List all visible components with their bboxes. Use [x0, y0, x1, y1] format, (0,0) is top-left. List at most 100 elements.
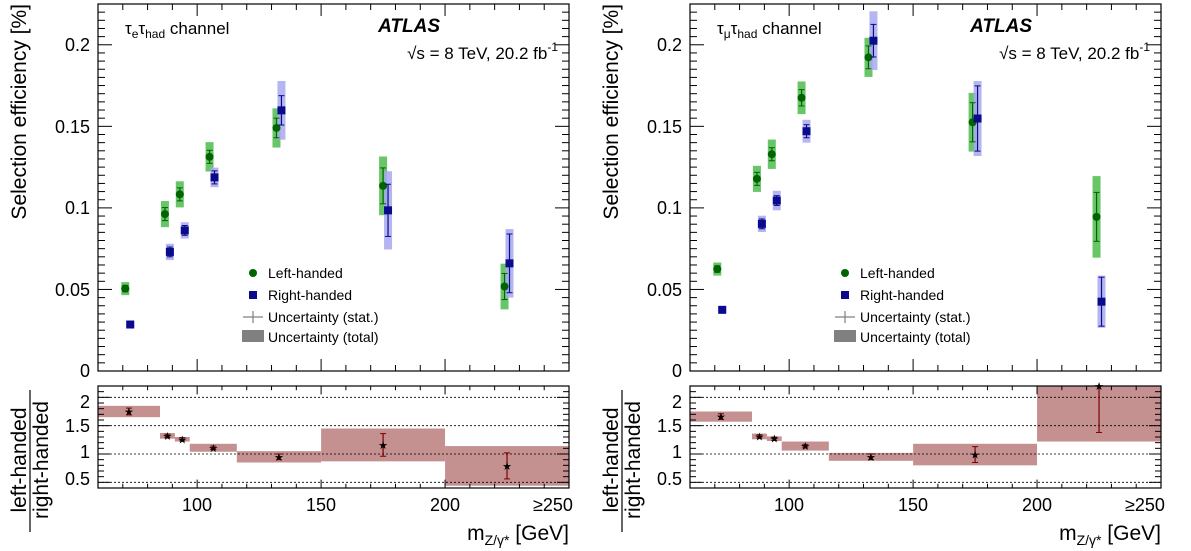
x-tick-label: 100	[182, 495, 212, 515]
ratio-y-tick-label: 0.5	[65, 469, 90, 489]
legend-label: Uncertainty (stat.)	[268, 309, 378, 325]
channel-label: τμτhad channel	[717, 19, 822, 41]
legend-label: Uncertainty (total)	[860, 329, 970, 345]
y-tick-label: 0.05	[647, 280, 682, 300]
ratio-point: ★	[378, 440, 388, 452]
energy-luminosity-label: √s = 8 TeV, 20.2 fb-1	[407, 40, 558, 63]
ratio-point: ★	[800, 441, 810, 453]
left-handed-point	[205, 152, 214, 161]
x-tick-label: 200	[1022, 495, 1052, 515]
right-handed-point	[165, 247, 174, 256]
right-handed-point	[505, 259, 514, 268]
right-panel: ★★ ★★★ ★★ 0 0.05 0.1 0.15 0.2 0.5 1 1.5 2 …	[600, 3, 1165, 548]
legend-marker-stat-uncertainty	[243, 311, 263, 323]
ratio-point: ★	[754, 431, 764, 443]
left-handed-point	[767, 150, 776, 159]
left-handed-point	[121, 284, 130, 293]
ratio-point: ★	[769, 434, 779, 446]
y-tick-label: 0.15	[55, 117, 90, 137]
axis-ticks	[97, 3, 570, 488]
ratio-y-tick-label: 1.5	[65, 416, 90, 436]
ratio-y-label-numerator: left-handed	[8, 407, 31, 512]
ratio-point: ★	[970, 450, 980, 462]
right-handed-point	[772, 196, 781, 205]
data-markers: ★ ★ ★ ★ ★ ★ ★	[121, 95, 514, 480]
y-tick-label: 0.2	[657, 35, 682, 55]
ratio-point: ★	[208, 443, 218, 455]
left-panel: ★★ ★★★★★ 0 0.05 0.1 0.15 0.2 0.5 1 1.5 2 …	[8, 3, 573, 548]
atlas-label: ATLAS	[377, 16, 440, 37]
ratio-y-tick-label: 1	[672, 442, 682, 462]
right-handed-point	[180, 226, 189, 235]
legend-label: Left-handed	[268, 265, 343, 281]
left-handed-point	[713, 265, 722, 274]
top-plot-frame	[689, 3, 1162, 372]
left-handed-point	[752, 174, 761, 183]
y-axis-label: Selection efficiency [%]	[8, 4, 31, 220]
ratio-point: ★	[716, 412, 726, 424]
x-tick-label: ≥250	[1125, 495, 1165, 515]
energy-luminosity-label: √s = 8 TeV, 20.2 fb-1	[999, 40, 1150, 63]
ratio-point: ★	[124, 407, 134, 419]
uncertainty-bands	[98, 80, 569, 486]
legend-marker-total-uncertainty	[242, 330, 264, 342]
legend-marker-stat-uncertainty	[835, 311, 855, 323]
legend: Left-handed Right-handed Uncertainty (st…	[242, 265, 378, 345]
right-handed-point	[126, 320, 135, 329]
legend-marker-right-handed	[841, 291, 849, 299]
ratio-y-label-denominator: right-handed	[30, 401, 53, 519]
right-handed-point	[384, 206, 393, 215]
ratio-point: ★	[177, 434, 187, 446]
y-axis-label: Selection efficiency [%]	[600, 4, 623, 220]
x-tick-label: 200	[430, 495, 460, 515]
legend-label: Uncertainty (stat.)	[860, 309, 970, 325]
ratio-point: ★	[502, 461, 512, 473]
ratio-point: ★	[1094, 381, 1104, 393]
left-handed-point	[797, 93, 806, 102]
left-handed-point	[864, 53, 873, 62]
legend-marker-left-handed	[249, 269, 257, 277]
ratio-plot-frame	[97, 385, 570, 489]
left-handed-point	[500, 282, 509, 291]
ratio-point: ★	[162, 431, 172, 443]
legend-label: Left-handed	[860, 265, 935, 281]
ratio-y-tick-label: 1.5	[657, 416, 682, 436]
y-tick-label: 0.1	[657, 198, 682, 218]
ratio-gridlines	[690, 396, 1161, 483]
ratio-y-label-numerator: left-handed	[600, 407, 623, 512]
y-tick-label: 0	[80, 361, 90, 381]
top-plot-frame	[97, 3, 570, 372]
ratio-y-label-denominator: right-handed	[622, 401, 645, 519]
left-handed-point	[272, 123, 281, 132]
x-tick-label: 150	[898, 495, 928, 515]
ratio-y-tick-label: 2	[80, 392, 90, 412]
left-handed-point	[1092, 212, 1101, 221]
y-tick-label: 0.2	[65, 35, 90, 55]
legend-label: Right-handed	[268, 287, 352, 303]
right-handed-point	[869, 36, 878, 45]
legend-label: Uncertainty (total)	[268, 329, 378, 345]
legend: Left-handed Right-handed Uncertainty (st…	[834, 265, 970, 345]
ratio-y-tick-label: 2	[672, 392, 682, 412]
x-tick-label: 100	[774, 495, 804, 515]
left-handed-point	[160, 210, 169, 219]
ratio-point: ★	[866, 452, 876, 464]
right-handed-point	[718, 305, 727, 314]
left-handed-point	[175, 190, 184, 199]
right-handed-point	[277, 106, 286, 115]
y-tick-label: 0.1	[65, 198, 90, 218]
ratio-point: ★	[274, 452, 284, 464]
legend-marker-right-handed	[249, 291, 257, 299]
ratio-y-tick-label: 0.5	[657, 469, 682, 489]
y-tick-label: 0	[672, 361, 682, 381]
channel-label: τeτhad channel	[125, 19, 229, 41]
y-tick-label: 0.05	[55, 280, 90, 300]
right-handed-point	[757, 219, 766, 228]
legend-marker-left-handed	[841, 269, 849, 277]
legend-label: Right-handed	[860, 287, 944, 303]
legend-marker-total-uncertainty	[834, 330, 856, 342]
y-tick-label: 0.15	[647, 117, 682, 137]
ratio-gridlines	[98, 396, 569, 483]
right-handed-point	[802, 127, 811, 136]
